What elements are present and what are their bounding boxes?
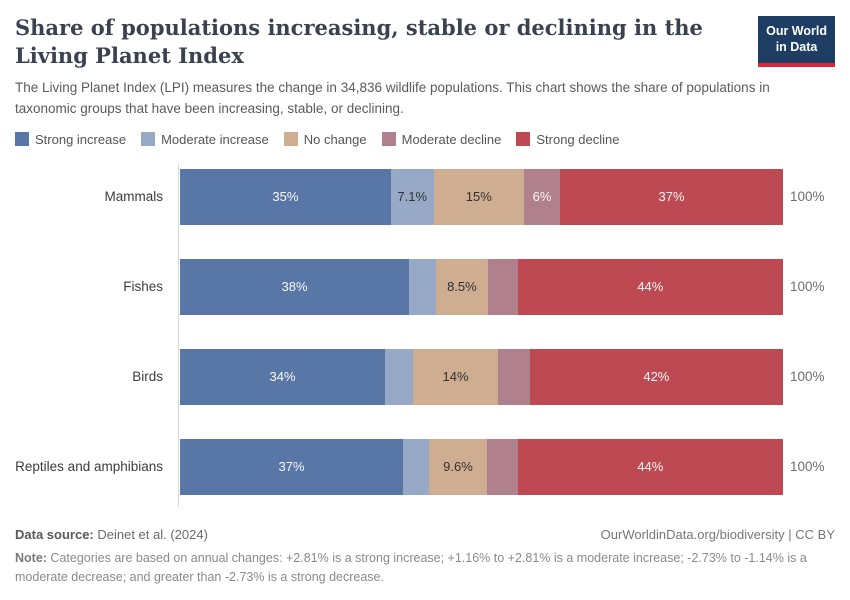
bar-value-label: 38%: [281, 279, 308, 295]
bar-segment-moderate-decline[interactable]: 6%: [523, 168, 561, 225]
bar-rows: Mammals 35% 7.1% 15% 6% 37% 100% Fishes 38% 8.5% 4…: [15, 168, 835, 495]
legend-swatch-icon: [283, 132, 298, 147]
category-label: Fishes: [123, 278, 163, 294]
category-label: Mammals: [104, 188, 163, 204]
bar-value-label: 34%: [269, 369, 296, 385]
chart-subtitle: The Living Planet Index (LPI) measures t…: [15, 80, 770, 116]
stacked-bar: 35% 7.1% 15% 6% 37%: [180, 168, 783, 225]
data-source-label: Data source:: [15, 526, 94, 542]
bar-segment-moderate-decline[interactable]: [497, 348, 530, 405]
bar-segment-moderate-increase[interactable]: [409, 258, 437, 315]
legend-swatch-icon: [141, 132, 156, 147]
stacked-bar: 37% 9.6% 44%: [180, 438, 783, 495]
bar-segment-no-change[interactable]: 14%: [413, 348, 498, 405]
data-source-value: Deinet et al. (2024): [93, 526, 208, 542]
owid-logo-line2: in Data: [775, 40, 818, 55]
bar-value-label: 37%: [658, 189, 685, 205]
category-label: Reptiles and amphibians: [15, 458, 163, 474]
bar-segment-strong-decline[interactable]: 37%: [560, 168, 783, 225]
legend-item-no-change: No change: [283, 131, 367, 147]
bar-value-label: 15%: [465, 189, 492, 205]
legend-swatch-icon: [381, 132, 396, 147]
data-source: Data source: Deinet et al. (2024): [15, 527, 208, 542]
bar-value-label: 37%: [278, 459, 305, 475]
bar-segment-no-change[interactable]: 15%: [433, 168, 524, 225]
legend-item-moderate-increase: Moderate increase: [141, 132, 269, 147]
legend-label: Strong increase: [35, 131, 127, 147]
legend-label: Moderate increase: [161, 131, 269, 147]
legend-label: Moderate decline: [401, 131, 502, 147]
footer-citation-row: Data source: Deinet et al. (2024) OurWor…: [15, 527, 835, 542]
bar-value-label: 8.5%: [447, 279, 477, 295]
bar-value-label: 14%: [442, 369, 469, 385]
bar-segment-strong-increase[interactable]: 37%: [180, 438, 404, 495]
stacked-bar: 34% 14% 42%: [180, 348, 783, 405]
bar-segment-no-change[interactable]: 8.5%: [436, 258, 488, 315]
bar-value-label: 6%: [532, 189, 552, 205]
row-total-label: 100%: [790, 369, 825, 385]
legend: Strong increase Moderate increase No chang…: [15, 132, 835, 147]
bar-segment-strong-increase[interactable]: 34%: [180, 348, 386, 405]
owid-url-license: OurWorldinData.org/biodiversity | CC BY: [600, 526, 835, 542]
bar-segment-moderate-decline[interactable]: [486, 438, 518, 495]
legend-item-moderate-decline: Moderate decline: [381, 131, 502, 147]
bar-segment-moderate-increase[interactable]: [403, 438, 430, 495]
legend-item-strong-decline: Strong decline: [516, 132, 619, 147]
owid-logo-line1: Our World: [766, 24, 827, 38]
bar-value-label: 35%: [272, 189, 299, 205]
legend-swatch-icon: [516, 132, 531, 147]
legend-label: No change: [303, 131, 367, 147]
legend-label: Strong decline: [536, 131, 620, 147]
bar-segment-moderate-increase[interactable]: [385, 348, 414, 405]
bar-segment-strong-increase[interactable]: 38%: [180, 258, 410, 315]
footer-note-value: Categories are based on annual changes: …: [15, 550, 807, 585]
row-total-label: 100%: [790, 459, 825, 475]
bar-value-label: 42%: [643, 369, 670, 385]
bar-segment-strong-decline[interactable]: 44%: [517, 258, 783, 315]
row-total-label: 100%: [790, 189, 825, 205]
row-total-label: 100%: [790, 279, 825, 295]
bar-segment-no-change[interactable]: 9.6%: [429, 438, 487, 495]
footer: Data source: Deinet et al. (2024) OurWor…: [15, 527, 835, 588]
bar-value-label: 44%: [637, 459, 664, 475]
stacked-bar: 38% 8.5% 44%: [180, 258, 783, 315]
footer-note: Note: Categories are based on annual cha…: [15, 549, 835, 588]
bar-value-label: 44%: [637, 279, 664, 295]
y-axis-line: [178, 162, 179, 507]
bar-row-birds: Birds 34% 14% 42% 100%: [15, 348, 835, 405]
bar-row-reptiles-and-amphibians: Reptiles and amphibians 37% 9.6% 44% 100%: [15, 438, 835, 495]
footer-note-label: Note:: [15, 550, 47, 565]
bar-row-fishes: Fishes 38% 8.5% 44% 100%: [15, 258, 835, 315]
header: Share of populations increasing, stable …: [15, 14, 835, 69]
bar-value-label: 9.6%: [443, 459, 473, 475]
bar-segment-strong-decline[interactable]: 44%: [517, 438, 783, 495]
bar-segment-moderate-increase[interactable]: 7.1%: [390, 168, 434, 225]
bar-segment-strong-increase[interactable]: 35%: [180, 168, 391, 225]
bar-segment-moderate-decline[interactable]: [487, 258, 518, 315]
legend-item-strong-increase: Strong increase: [15, 132, 126, 147]
category-label: Birds: [132, 368, 163, 384]
bar-value-label: 7.1%: [397, 189, 428, 205]
bar-segment-strong-decline[interactable]: 42%: [529, 348, 783, 405]
bar-row-mammals: Mammals 35% 7.1% 15% 6% 37% 100%: [15, 168, 835, 225]
stacked-bar-chart: Mammals 35% 7.1% 15% 6% 37% 100% Fishes 38% 8.5% 4…: [15, 162, 835, 507]
page-title: Share of populations increasing, stable …: [15, 15, 703, 68]
legend-swatch-icon: [15, 132, 29, 147]
owid-logo: Our World in Data: [758, 16, 835, 67]
